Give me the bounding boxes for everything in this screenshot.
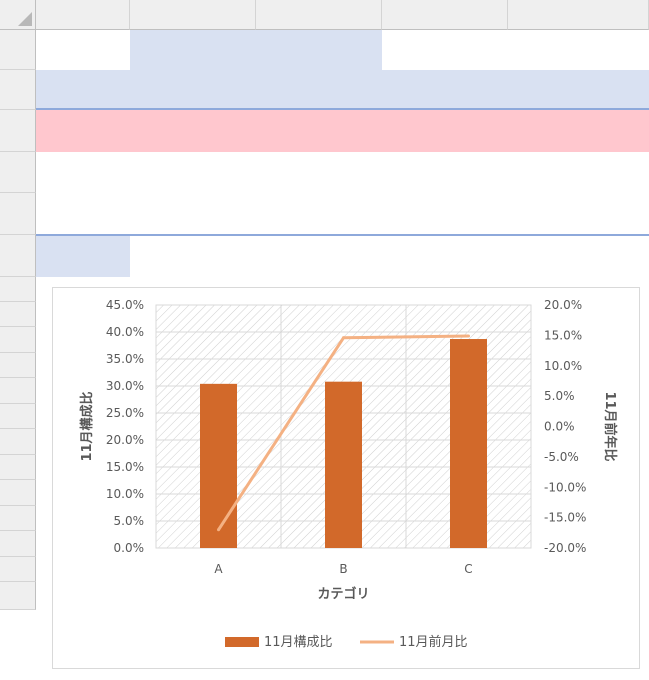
column-header-a[interactable] xyxy=(36,0,130,30)
data-cell[interactable] xyxy=(256,110,382,152)
y-tick-label: 30.0% xyxy=(106,379,144,393)
total-row-border xyxy=(36,234,649,236)
data-cell[interactable] xyxy=(256,152,382,193)
data-cell[interactable] xyxy=(382,152,508,193)
y-tick-label: 15.0% xyxy=(106,460,144,474)
data-cell[interactable] xyxy=(508,110,649,152)
header-cell-4[interactable] xyxy=(382,70,508,110)
row-header-7[interactable] xyxy=(0,277,36,302)
y2-tick-label: -10.0% xyxy=(544,480,586,494)
row-header-6[interactable] xyxy=(0,235,36,277)
combo-chart[interactable]: 0.0% 5.0% 10.0% 15.0% 20.0% 25.0% 30.0% 35.0% 40… xyxy=(52,287,640,669)
header-cell-2[interactable] xyxy=(130,70,256,110)
y-tick-label: 35.0% xyxy=(106,352,144,366)
y-tick-label: 25.0% xyxy=(106,406,144,420)
legend-line-label[interactable]: 11月前月比 xyxy=(399,634,468,650)
category-cell[interactable] xyxy=(36,110,130,152)
table-title[interactable] xyxy=(130,30,382,70)
total-cell[interactable] xyxy=(508,236,649,277)
column-header-b[interactable] xyxy=(130,0,256,30)
row-header-5[interactable] xyxy=(0,193,36,235)
data-cell[interactable] xyxy=(508,193,649,235)
x-tick-label: A xyxy=(214,562,223,576)
row-header-8[interactable] xyxy=(0,302,36,327)
y2-tick-label: 10.0% xyxy=(544,359,582,373)
y-tick-label: 0.0% xyxy=(114,541,145,555)
row-header-10[interactable] xyxy=(0,353,36,378)
bar-b[interactable] xyxy=(325,381,362,548)
line-point-a[interactable] xyxy=(217,528,220,532)
y-tick-label: 5.0% xyxy=(114,514,145,528)
y2-tick-label: -15.0% xyxy=(544,511,586,525)
data-cell[interactable] xyxy=(256,193,382,235)
x-axis-title: カテゴリ xyxy=(317,586,369,602)
line-point-b[interactable] xyxy=(342,336,345,340)
row-header-14[interactable] xyxy=(0,455,36,480)
total-cell[interactable] xyxy=(382,236,508,277)
total-cell[interactable] xyxy=(256,236,382,277)
y-tick-label: 10.0% xyxy=(106,487,144,501)
data-cell[interactable] xyxy=(130,110,256,152)
legend-bar-label[interactable]: 11月構成比 xyxy=(264,635,333,650)
x-tick-label: C xyxy=(464,562,472,576)
row-header-19[interactable] xyxy=(0,582,36,610)
y-tick-label: 40.0% xyxy=(106,325,144,339)
row-header-17[interactable] xyxy=(0,531,36,557)
total-cell[interactable] xyxy=(130,236,256,277)
row-header-15[interactable] xyxy=(0,480,36,506)
line-point-c[interactable] xyxy=(467,334,470,338)
select-all-corner[interactable] xyxy=(0,0,36,30)
bar-c[interactable] xyxy=(450,339,487,548)
y2-tick-label: -5.0% xyxy=(544,450,579,464)
category-cell[interactable] xyxy=(36,193,130,235)
y2-tick-label: 0.0% xyxy=(544,420,575,434)
row-header-12[interactable] xyxy=(0,404,36,429)
category-cell[interactable] xyxy=(36,152,130,193)
legend-bar-swatch xyxy=(225,637,259,647)
row-header-1[interactable] xyxy=(0,30,36,70)
data-cell[interactable] xyxy=(130,193,256,235)
data-cell[interactable] xyxy=(508,152,649,193)
y2-tick-label: -20.0% xyxy=(544,541,586,555)
header-cell-1[interactable] xyxy=(36,70,130,110)
y2-axis-title: 11月前年比 xyxy=(602,391,618,461)
row-header-2[interactable] xyxy=(0,70,36,110)
header-row-bg xyxy=(36,70,649,110)
header-cell-5[interactable] xyxy=(508,70,649,110)
column-header-c[interactable] xyxy=(256,0,382,30)
row-header-18[interactable] xyxy=(0,557,36,582)
total-label-cell[interactable] xyxy=(36,236,130,277)
data-cell[interactable] xyxy=(382,110,508,152)
row-header-4[interactable] xyxy=(0,152,36,193)
y-tick-label: 20.0% xyxy=(106,433,144,447)
row-header-9[interactable] xyxy=(0,327,36,353)
row-header-11[interactable] xyxy=(0,378,36,404)
row-header-3[interactable] xyxy=(0,110,36,152)
header-cell-3[interactable] xyxy=(256,70,382,110)
row-header-16[interactable] xyxy=(0,506,36,531)
data-cell[interactable] xyxy=(382,193,508,235)
row-header-13[interactable] xyxy=(0,429,36,455)
x-tick-label: B xyxy=(339,562,347,576)
y-axis-title: 11月構成比 xyxy=(79,391,95,461)
chart-svg: 0.0% 5.0% 10.0% 15.0% 20.0% 25.0% 30.0% 35.0% 40… xyxy=(79,298,618,650)
select-all-triangle-icon xyxy=(18,12,32,26)
column-header-e[interactable] xyxy=(508,0,649,30)
y-tick-label: 45.0% xyxy=(106,298,144,312)
y2-tick-label: 5.0% xyxy=(544,389,575,403)
bar-a[interactable] xyxy=(200,383,237,548)
y2-tick-label: 20.0% xyxy=(544,298,582,312)
data-cell[interactable] xyxy=(130,152,256,193)
y2-tick-label: 15.0% xyxy=(544,328,582,342)
highlighted-row-bg xyxy=(36,110,649,152)
column-header-d[interactable] xyxy=(382,0,508,30)
